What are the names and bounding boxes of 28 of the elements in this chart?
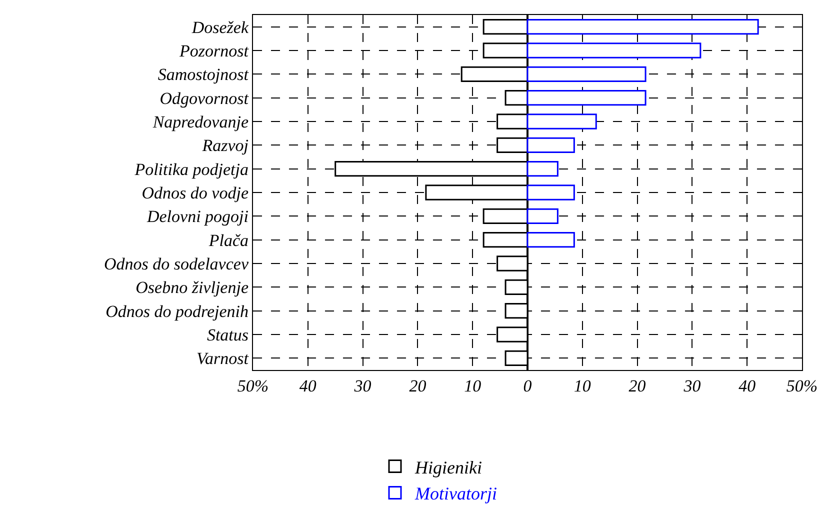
y-tick-label: Dosežek [190,18,249,37]
y-tick-label: Odnos do sodelavcev [104,254,249,274]
x-tick-label: 50% [237,376,269,396]
x-tick-label: 50% [786,376,818,396]
x-tick-label: 20 [409,376,427,396]
x-tick-label: 20 [628,376,646,396]
x-tick-label: 0 [523,376,532,396]
x-tick-label: 40 [299,376,317,396]
y-tick-label: Napredovanje [152,112,249,132]
x-tick-label: 10 [464,376,482,396]
y-tick-label: Osebno življenje [136,278,249,298]
y-tick-label: Delovni pogoji [146,207,249,226]
y-tick-label: Odgovornost [160,88,250,108]
x-tick-label: 40 [738,376,756,396]
y-tick-label: Razvoj [201,136,249,156]
x-tick-label: 10 [574,376,592,396]
y-tick-label: Odnos do vodje [142,183,249,202]
y-tick-label: Status [206,325,249,344]
x-tick-label: 30 [682,376,702,396]
legend-label: Higieniki [414,457,482,478]
y-tick-label: Odnos do podrejenih [106,302,248,321]
y-tick-label: Plača [208,230,248,250]
y-tick-label: Varnost [196,349,250,368]
y-tick-label: Politika podjetja [134,160,248,179]
y-tick-label: Pozornost [178,41,250,60]
legend-label: Motivatorji [414,484,497,504]
y-tick-label: Samostojnost [158,65,250,84]
x-tick-label: 30 [353,376,372,396]
